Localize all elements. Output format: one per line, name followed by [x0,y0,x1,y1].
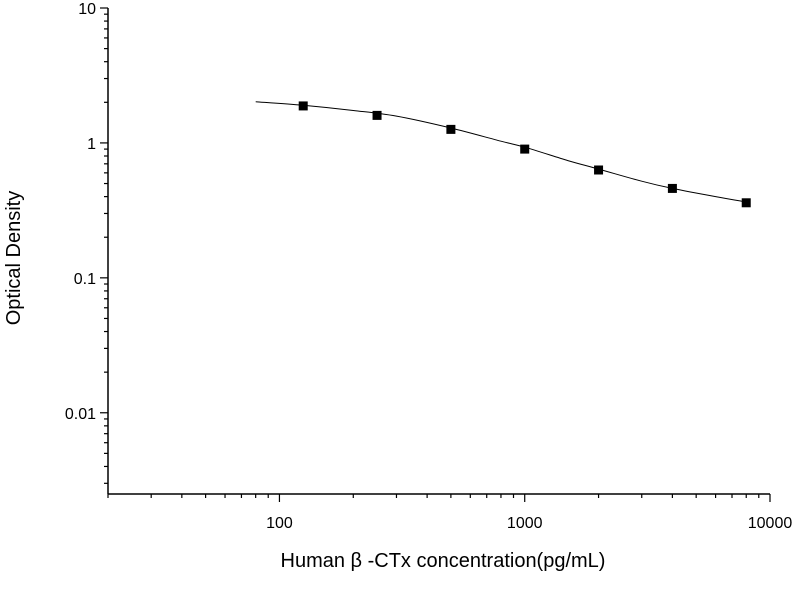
data-point-marker [741,198,751,208]
data-point-marker [372,110,382,120]
x-tick-label: 1000 [507,515,543,532]
data-points [298,101,751,208]
x-axis-title: Human β -CTx concentration(pg/mL) [281,550,606,572]
data-point-marker [667,183,677,193]
y-tick-label: 1 [87,136,96,153]
x-tick-label: 10000 [748,515,793,532]
y-tick-label: 0.01 [65,406,96,423]
y-tick-label: 0.1 [74,271,96,288]
data-point-marker [298,101,308,111]
y-axis-title: Optical Density [3,191,25,326]
data-point-marker [446,124,456,134]
x-axis-ticks: 100 1000 10000 [107,494,793,532]
data-point-marker [594,165,604,175]
y-axis-ticks: 10 1 0.1 0.01 [65,1,108,484]
y-tick-label: 10 [78,1,96,18]
data-point-marker [520,144,530,154]
x-tick-label: 100 [266,515,293,532]
axes [107,8,770,495]
